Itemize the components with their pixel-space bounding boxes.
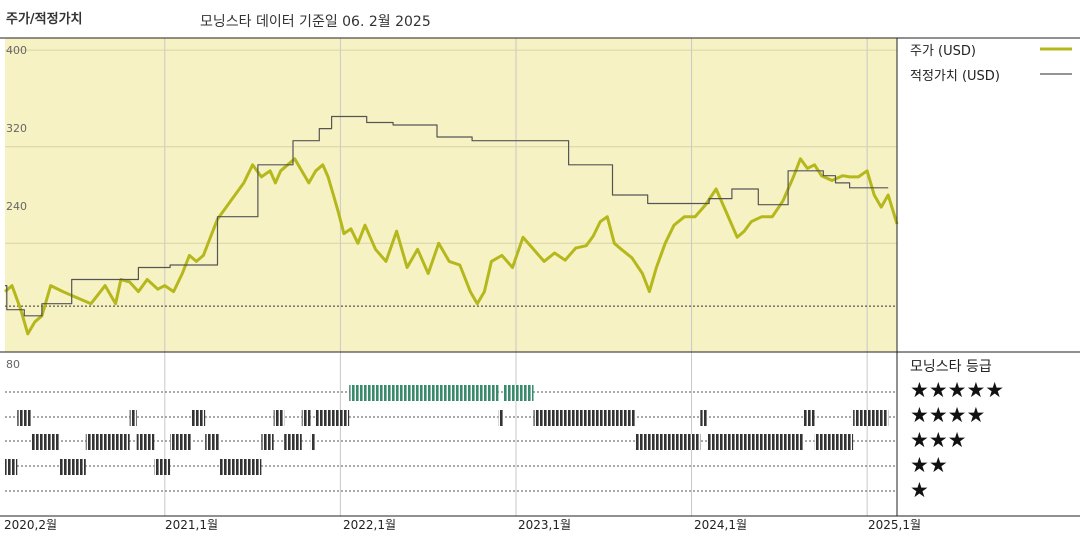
- rating-period-bar: [301, 410, 311, 426]
- two-star-label: ★★: [910, 453, 948, 477]
- ytick-240: 240: [6, 200, 27, 213]
- rating-period-bar: [635, 434, 701, 450]
- xtick-2025: 2025,1월: [868, 518, 922, 532]
- rating-period-bar: [5, 459, 18, 475]
- rating-ymax-label: 80: [6, 358, 20, 371]
- legend-fair-label: 적정가치 (USD): [910, 69, 1000, 84]
- rating-period-bar: [261, 434, 274, 450]
- legend-price-label: 주가 (USD): [910, 44, 976, 59]
- xtick-2022: 2022,1월: [343, 518, 397, 532]
- rating-period-bar: [191, 410, 206, 426]
- rating-period-bar: [219, 459, 262, 475]
- one-star-label: ★: [910, 478, 929, 502]
- rating-period-bar: [349, 385, 499, 401]
- rating-period-bar: [310, 434, 316, 450]
- xtick-2024: 2024,1월: [694, 518, 748, 532]
- rating-period-bar: [205, 434, 220, 450]
- rating-period-bar: [59, 459, 86, 475]
- rating-period-bar: [707, 434, 804, 450]
- xtick-2021: 2021,1월: [165, 518, 219, 532]
- rating-period-bar: [284, 434, 302, 450]
- rating-period-bar: [17, 410, 32, 426]
- rating-title: 모닝스타 등급: [910, 359, 992, 375]
- three-star-label: ★★★: [910, 428, 967, 452]
- ytick-400: 400: [6, 44, 27, 57]
- data-date-subtitle: 모닝스타 데이터 기준일 06. 2월 2025: [200, 14, 431, 30]
- rating-period-bar: [853, 410, 889, 426]
- rating-period-bar: [814, 434, 854, 450]
- five-star-label: ★★★★★: [910, 378, 1005, 402]
- rating-period-bar: [170, 434, 192, 450]
- four-star-label: ★★★★: [910, 403, 986, 427]
- rating-period-bar: [503, 385, 534, 401]
- rating-period-bar: [803, 410, 815, 426]
- rating-period-bar: [31, 434, 60, 450]
- rating-period-bar: [129, 410, 137, 426]
- xtick-2023: 2023,1월: [518, 518, 572, 532]
- plot-background: [5, 38, 897, 352]
- fair-value-line: [5, 115, 889, 317]
- rating-period-bar: [315, 410, 350, 426]
- ytick-320: 320: [6, 122, 27, 135]
- rating-period-bar: [136, 434, 155, 450]
- rating-period-bar: [85, 434, 130, 450]
- xtick-2020: 2020,2월: [4, 518, 58, 532]
- rating-period-bar: [498, 410, 504, 426]
- chart-title: 주가/적정가치: [6, 12, 83, 27]
- price-line: [4, 157, 899, 336]
- rating-period-bar: [700, 410, 708, 426]
- rating-period-bar: [273, 410, 285, 426]
- rating-period-bar: [154, 459, 171, 475]
- rating-period-bar: [533, 410, 636, 426]
